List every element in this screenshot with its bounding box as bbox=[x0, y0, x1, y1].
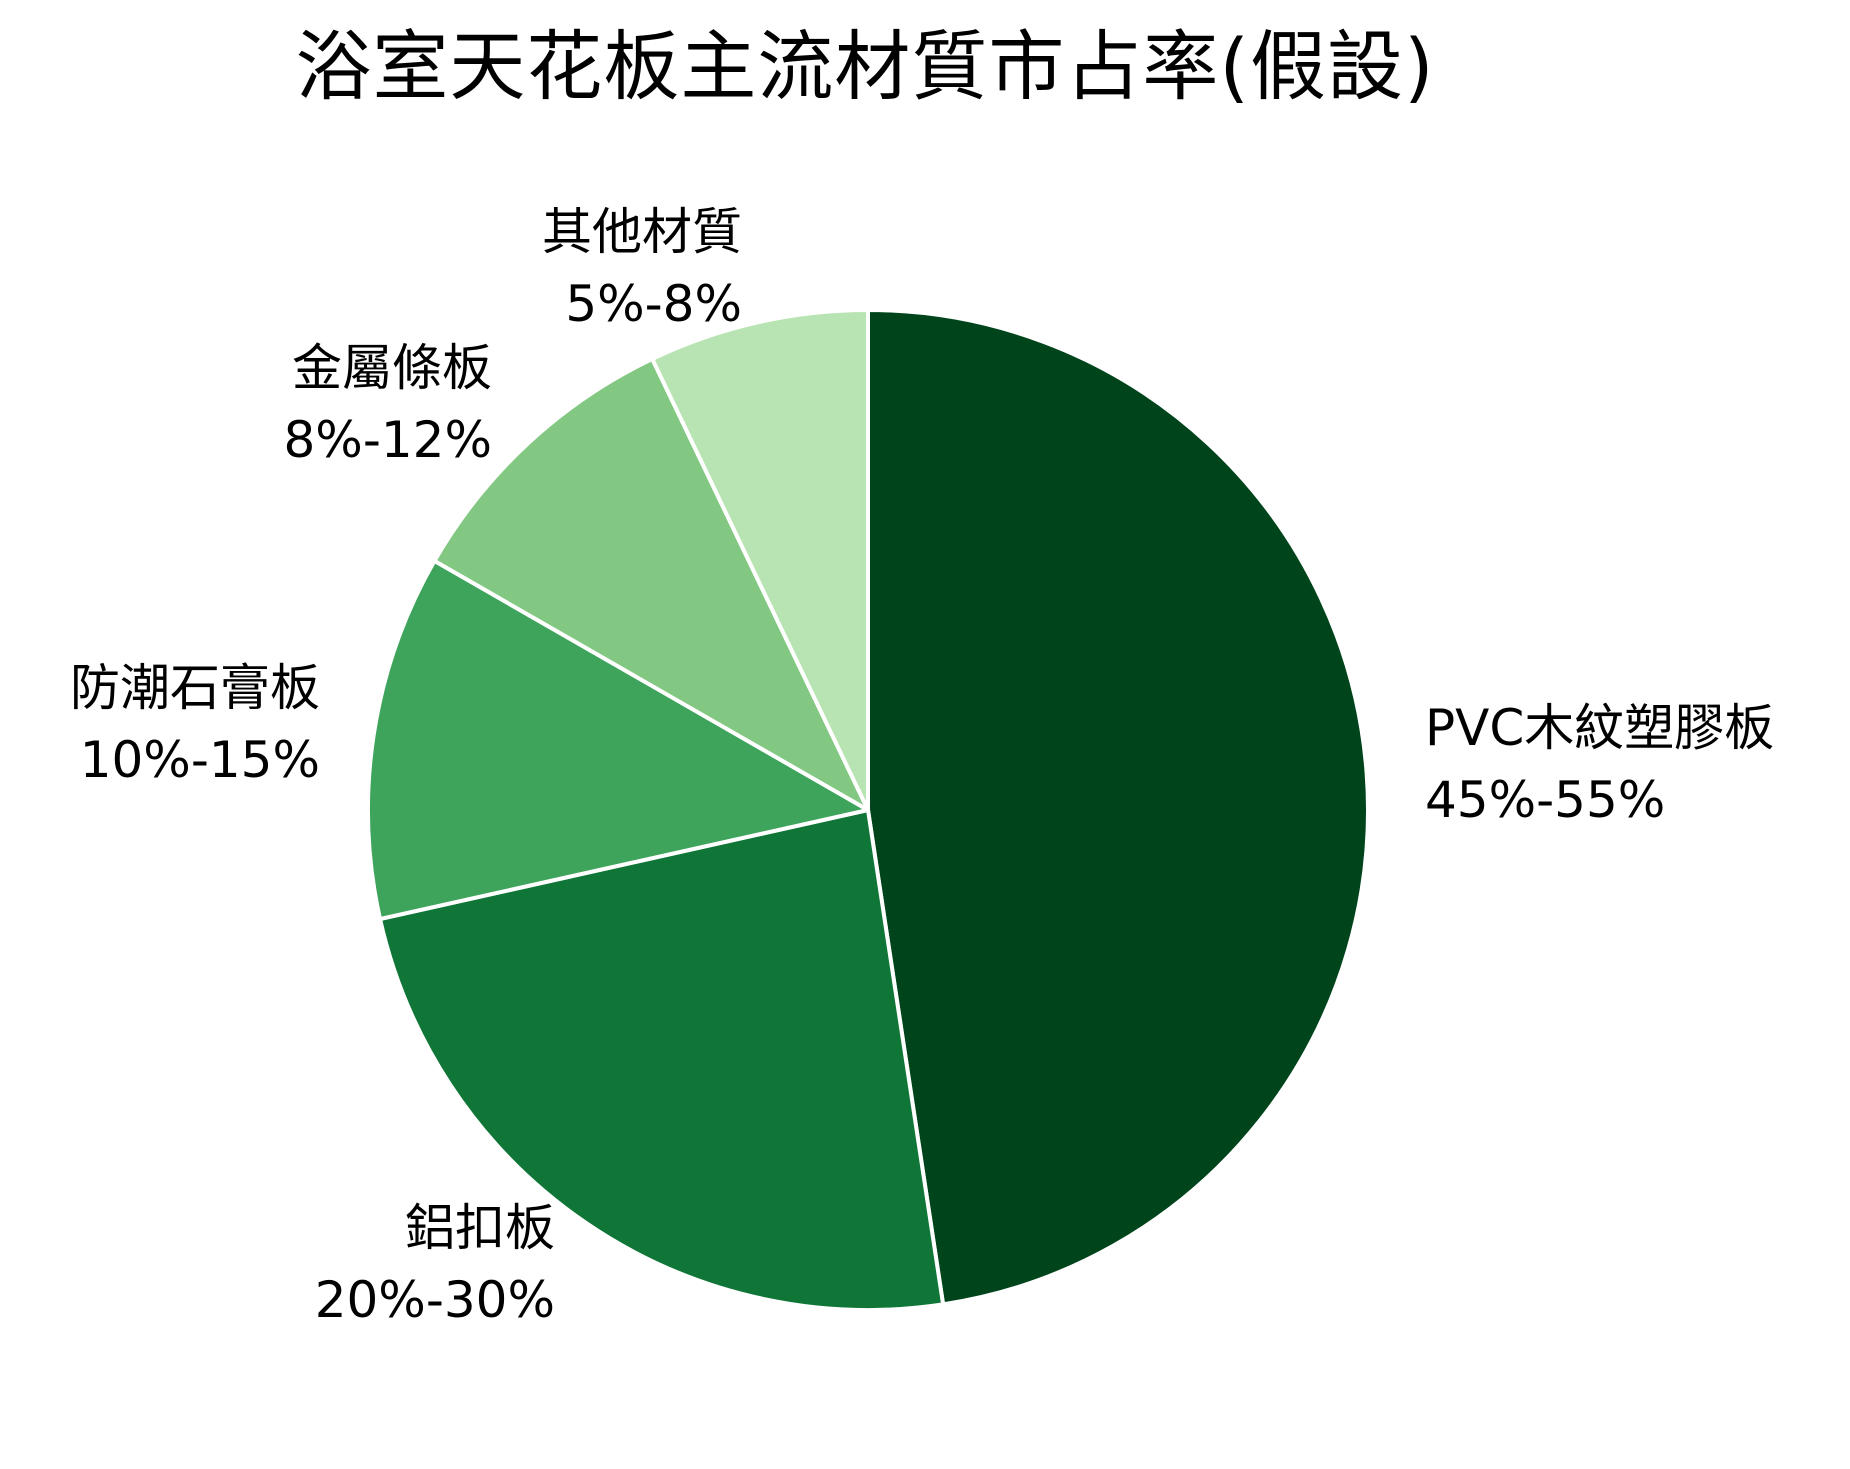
pie-slice bbox=[432, 356, 870, 812]
pie-slices bbox=[366, 308, 1370, 1312]
label-moisture-gypsum-name: 防潮石膏板 bbox=[70, 659, 320, 717]
label-moisture-gypsum: 防潮石膏板 10%-15% bbox=[70, 652, 320, 796]
pie-slice bbox=[650, 308, 870, 812]
pie-slice bbox=[866, 308, 1370, 1307]
label-other-range: 5%-8% bbox=[565, 275, 742, 333]
label-pvc: PVC木紋塑膠板 45%-55% bbox=[1425, 692, 1774, 836]
label-other-name: 其他材質 bbox=[542, 203, 742, 261]
label-aluminum-clip-range: 20%-30% bbox=[314, 1271, 555, 1329]
label-pvc-name: PVC木紋塑膠板 bbox=[1425, 699, 1775, 757]
label-other: 其他材質 5%-8% bbox=[542, 196, 742, 340]
label-metal-strip: 金屬條板 8%-12% bbox=[284, 332, 493, 476]
chart-title: 浴室天花板主流材質市占率(假設) bbox=[295, 22, 1435, 111]
pie-slice bbox=[366, 558, 870, 922]
label-moisture-gypsum-range: 10%-15% bbox=[79, 731, 320, 789]
label-metal-strip-name: 金屬條板 bbox=[292, 339, 492, 397]
label-metal-strip-range: 8%-12% bbox=[283, 411, 493, 469]
label-pvc-range: 45%-55% bbox=[1425, 771, 1666, 829]
label-aluminum-clip: 鋁扣板 20%-30% bbox=[315, 1192, 555, 1336]
pie-slice bbox=[378, 808, 946, 1312]
label-aluminum-clip-name: 鋁扣板 bbox=[405, 1199, 555, 1257]
